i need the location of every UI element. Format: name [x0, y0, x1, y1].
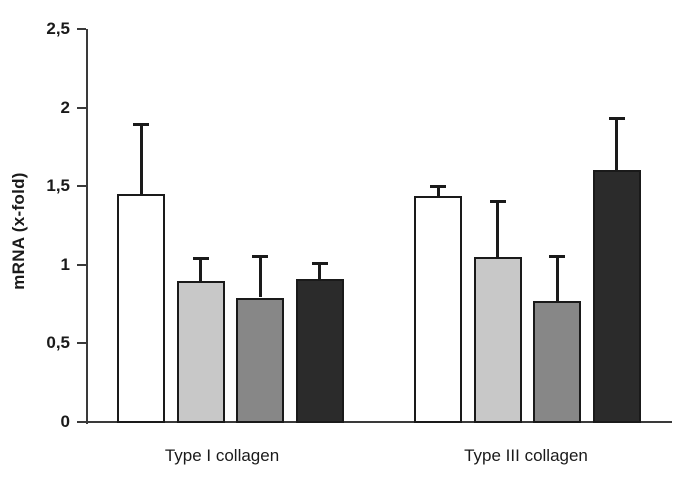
- bar-series-4-dark-gray-cat1: [296, 279, 344, 423]
- x-category-label: Type III collagen: [464, 446, 588, 465]
- y-axis-tick: [77, 342, 86, 344]
- bar-series-2-light-gray-cat1: [177, 281, 225, 423]
- y-axis-tick-label: 0,5: [46, 333, 70, 352]
- error-bar-line: [318, 262, 321, 279]
- y-axis-tick-label: 2: [60, 98, 70, 117]
- y-axis-tick-label: 2,5: [46, 19, 70, 38]
- bar-series-1-white-cat1: [117, 194, 165, 423]
- y-axis-tick: [77, 107, 86, 109]
- error-bar-cap: [252, 255, 268, 258]
- error-bar-line: [615, 117, 618, 170]
- y-axis-tick: [77, 421, 86, 423]
- error-bar-cap: [549, 255, 565, 258]
- y-axis-tick-label: 1: [60, 255, 70, 274]
- error-bar-cap: [312, 262, 328, 265]
- bar-series-3-medium-gray-cat2: [533, 301, 581, 423]
- y-axis-tick: [77, 185, 86, 187]
- error-bar-cap: [430, 185, 446, 188]
- bar-series-1-white-cat2: [414, 196, 462, 423]
- error-bar-cap: [490, 200, 506, 203]
- bar-series-3-medium-gray-cat1: [236, 298, 284, 423]
- y-axis-tick-label: 0: [60, 412, 70, 431]
- error-bar-line: [140, 123, 143, 194]
- bar-series-4-dark-gray-cat2: [593, 170, 641, 423]
- error-bar-cap: [609, 117, 625, 120]
- error-bar-line: [259, 255, 262, 297]
- error-bar-cap: [133, 123, 149, 126]
- error-bar-line: [496, 200, 499, 257]
- error-bar-line: [437, 185, 440, 196]
- y-axis-tick-label: 1,5: [46, 176, 70, 195]
- y-axis-line: [86, 29, 88, 424]
- y-axis-tick: [77, 28, 86, 30]
- error-bar-cap: [193, 257, 209, 260]
- x-category-label: Type I collagen: [164, 446, 280, 465]
- x-axis-line: [86, 421, 672, 423]
- y-axis-tick: [77, 264, 86, 266]
- error-bar-line: [556, 255, 559, 301]
- error-bar-line: [199, 257, 202, 281]
- bar-series-2-light-gray-cat2: [474, 257, 522, 423]
